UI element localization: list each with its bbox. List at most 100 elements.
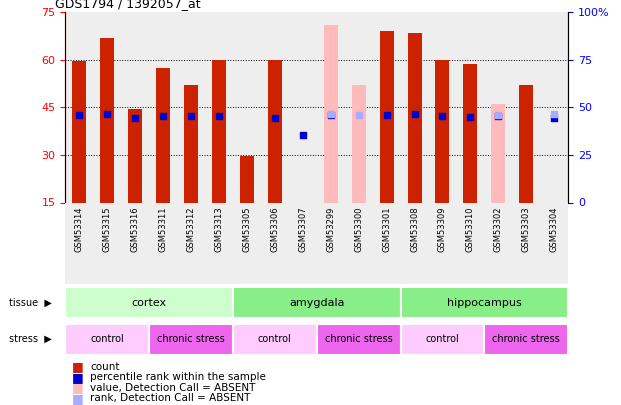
- Bar: [233, 12, 261, 202]
- Text: GSM53306: GSM53306: [270, 207, 279, 252]
- Bar: [379, 31, 394, 202]
- Point: [75, 112, 84, 118]
- Bar: [540, 12, 568, 202]
- Text: tissue  ▶: tissue ▶: [9, 298, 52, 308]
- Point: [214, 113, 224, 119]
- Text: amygdala: amygdala: [289, 298, 345, 308]
- Bar: [484, 12, 512, 202]
- Text: GSM53302: GSM53302: [494, 207, 503, 252]
- Text: hippocampus: hippocampus: [447, 298, 522, 308]
- Bar: [121, 202, 149, 284]
- Bar: [401, 12, 428, 202]
- Text: count: count: [90, 362, 120, 371]
- Bar: [401, 287, 568, 318]
- Bar: [435, 60, 450, 202]
- Point: [437, 113, 447, 119]
- Bar: [72, 61, 86, 202]
- Point: [102, 111, 112, 117]
- Bar: [149, 12, 177, 202]
- Point: [270, 115, 279, 121]
- Text: GSM53316: GSM53316: [130, 207, 140, 252]
- Point: [381, 112, 391, 118]
- Bar: [428, 12, 456, 202]
- Text: GSM53303: GSM53303: [522, 207, 531, 252]
- Point: [325, 112, 335, 118]
- Text: GSM53313: GSM53313: [214, 207, 224, 252]
- Point: [158, 113, 168, 119]
- Bar: [345, 12, 373, 202]
- Point: [354, 112, 364, 118]
- Point: [549, 115, 559, 121]
- Bar: [401, 324, 484, 355]
- Bar: [512, 202, 540, 284]
- Bar: [519, 85, 533, 202]
- Bar: [233, 202, 261, 284]
- Bar: [93, 202, 121, 284]
- Bar: [317, 12, 345, 202]
- Bar: [373, 12, 401, 202]
- Point: [186, 113, 196, 119]
- Text: GSM53301: GSM53301: [382, 207, 391, 252]
- Bar: [484, 202, 512, 284]
- Bar: [540, 202, 568, 284]
- Bar: [512, 12, 540, 202]
- Bar: [373, 202, 401, 284]
- Bar: [93, 12, 121, 202]
- Bar: [121, 12, 149, 202]
- Point: [493, 113, 503, 119]
- Text: GSM53300: GSM53300: [354, 207, 363, 252]
- Text: GSM53309: GSM53309: [438, 207, 447, 252]
- Bar: [149, 202, 177, 284]
- Text: GSM53308: GSM53308: [410, 207, 419, 252]
- Bar: [205, 12, 233, 202]
- Point: [410, 111, 420, 117]
- Text: stress  ▶: stress ▶: [9, 334, 52, 344]
- Text: chronic stress: chronic stress: [492, 334, 560, 344]
- Bar: [65, 202, 93, 284]
- Bar: [289, 12, 317, 202]
- Text: GSM53299: GSM53299: [326, 207, 335, 252]
- Text: control: control: [90, 334, 124, 344]
- Bar: [345, 202, 373, 284]
- Bar: [233, 287, 401, 318]
- Bar: [491, 104, 505, 202]
- Text: GSM53304: GSM53304: [550, 207, 559, 252]
- Bar: [484, 324, 568, 355]
- Point: [466, 113, 476, 120]
- Bar: [351, 85, 366, 202]
- Text: ■: ■: [71, 381, 83, 394]
- Text: GSM53312: GSM53312: [186, 207, 196, 252]
- Bar: [212, 60, 226, 202]
- Bar: [233, 324, 317, 355]
- Text: GSM53307: GSM53307: [298, 207, 307, 252]
- Bar: [317, 202, 345, 284]
- Bar: [65, 287, 233, 318]
- Text: GSM53315: GSM53315: [102, 207, 112, 252]
- Bar: [428, 202, 456, 284]
- Bar: [100, 38, 114, 202]
- Bar: [156, 68, 170, 202]
- Bar: [65, 12, 93, 202]
- Text: percentile rank within the sample: percentile rank within the sample: [90, 372, 266, 382]
- Bar: [463, 64, 478, 202]
- Text: GDS1794 / 1392057_at: GDS1794 / 1392057_at: [55, 0, 201, 11]
- Bar: [149, 324, 233, 355]
- Bar: [401, 202, 428, 284]
- Text: rank, Detection Call = ABSENT: rank, Detection Call = ABSENT: [90, 393, 250, 403]
- Text: ■: ■: [71, 360, 83, 373]
- Bar: [240, 156, 254, 202]
- Bar: [407, 33, 422, 202]
- Point: [549, 111, 559, 117]
- Bar: [65, 324, 149, 355]
- Bar: [177, 12, 205, 202]
- Point: [298, 132, 308, 138]
- Bar: [317, 324, 401, 355]
- Bar: [177, 202, 205, 284]
- Bar: [268, 60, 282, 202]
- Text: GSM53305: GSM53305: [242, 207, 252, 252]
- Text: chronic stress: chronic stress: [325, 334, 392, 344]
- Text: cortex: cortex: [132, 298, 166, 308]
- Bar: [261, 202, 289, 284]
- Bar: [456, 12, 484, 202]
- Bar: [205, 202, 233, 284]
